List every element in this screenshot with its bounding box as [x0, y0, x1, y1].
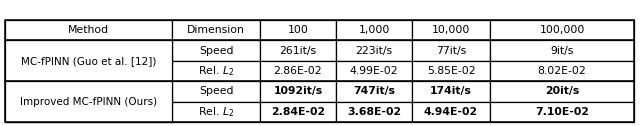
Bar	[336, 61, 412, 81]
Bar	[5, 81, 172, 122]
Text: 3.68E-02: 3.68E-02	[347, 107, 401, 117]
Bar	[336, 81, 412, 102]
Text: 1092it/s: 1092it/s	[273, 86, 323, 96]
Bar	[172, 61, 260, 81]
Bar	[336, 102, 412, 122]
Bar	[260, 102, 336, 122]
Bar	[336, 40, 412, 61]
Text: 4.99E-02: 4.99E-02	[349, 66, 398, 76]
Text: 174it/s: 174it/s	[430, 86, 472, 96]
Text: 9it/s: 9it/s	[550, 46, 573, 56]
Bar	[260, 40, 336, 61]
Bar	[412, 81, 490, 102]
Bar	[5, 20, 172, 40]
Bar	[412, 40, 490, 61]
Text: 223it/s: 223it/s	[355, 46, 392, 56]
Text: Speed: Speed	[199, 46, 233, 56]
Text: Improved MC-fPINN (Ours): Improved MC-fPINN (Ours)	[20, 97, 157, 107]
Text: 2.86E-02: 2.86E-02	[274, 66, 323, 76]
Bar	[5, 61, 172, 81]
Bar	[260, 61, 336, 81]
Text: Method: Method	[68, 25, 109, 35]
Bar	[172, 102, 260, 122]
Text: 261it/s: 261it/s	[280, 46, 317, 56]
Bar	[336, 20, 412, 40]
Text: MC-fPINN (Guo et al. [12]): MC-fPINN (Guo et al. [12])	[21, 56, 156, 66]
Bar	[412, 102, 490, 122]
Text: 5.85E-02: 5.85E-02	[427, 66, 476, 76]
Text: 20it/s: 20it/s	[545, 86, 579, 96]
Text: 10,000: 10,000	[432, 25, 470, 35]
Text: Speed: Speed	[199, 86, 233, 96]
Bar	[490, 20, 634, 40]
Bar	[490, 40, 634, 61]
Bar	[172, 40, 260, 61]
Text: 100: 100	[287, 25, 308, 35]
Bar	[5, 20, 634, 122]
Bar	[172, 20, 260, 40]
Bar	[412, 20, 490, 40]
Text: Rel. $L_2$: Rel. $L_2$	[198, 105, 234, 119]
Bar	[412, 61, 490, 81]
Bar	[490, 102, 634, 122]
Text: 747it/s: 747it/s	[353, 86, 395, 96]
Bar	[5, 40, 172, 61]
Bar	[5, 81, 172, 102]
Bar	[5, 40, 172, 81]
Text: 100,000: 100,000	[540, 25, 585, 35]
Text: 4.94E-02: 4.94E-02	[424, 107, 478, 117]
Bar	[490, 61, 634, 81]
Bar	[490, 81, 634, 102]
Bar	[260, 81, 336, 102]
Bar	[172, 81, 260, 102]
Text: 2.84E-02: 2.84E-02	[271, 107, 325, 117]
Text: 1,000: 1,000	[358, 25, 390, 35]
Bar	[5, 102, 172, 122]
Text: Rel. $L_2$: Rel. $L_2$	[198, 64, 234, 78]
Text: 77it/s: 77it/s	[436, 46, 466, 56]
Text: 8.02E-02: 8.02E-02	[538, 66, 586, 76]
Bar	[260, 20, 336, 40]
Text: 7.10E-02: 7.10E-02	[535, 107, 589, 117]
Text: Dimension: Dimension	[187, 25, 245, 35]
